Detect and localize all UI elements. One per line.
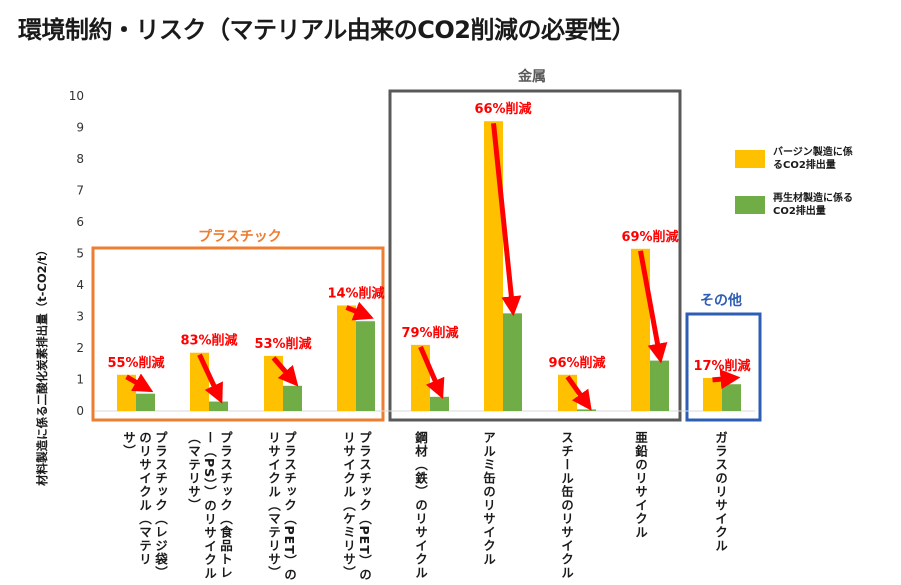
category-label: プラスチック（PET）のリサイクル（ケミリサ） [341,431,372,582]
group-box-plastic [91,246,385,422]
legend: バージン製造に係るCO2排出量 再生材製造に係るCO2排出量 [735,146,853,238]
category-label: アルミ缶のリサイクル [481,431,496,566]
y-tick-label: 8 [76,152,84,166]
y-tick-label: 4 [76,278,84,292]
y-tick-label: 3 [76,310,84,324]
category-label: ガラスのリサイクル [713,431,728,553]
reduction-arrow [197,353,223,404]
bar-recycled [722,384,741,411]
reduction-label: 53%削減 [254,336,311,352]
reduction-arrow [565,375,592,411]
legend-label-virgin: バージン製造に係るCO2排出量 [773,147,853,171]
reduction-label: 17%削減 [693,358,750,374]
reduction-arrow [418,345,445,400]
group-label-metal: 金属 [518,69,546,85]
legend-swatch-virgin [735,150,765,168]
reduction-label: 79%削減 [401,325,458,341]
y-tick-label: 2 [76,341,84,355]
reduction-arrow [638,250,668,364]
bar-recycled [283,385,302,411]
y-tick-label: 7 [76,184,84,198]
bar-recycled [430,396,449,411]
bar-recycled [503,313,522,411]
reduction-arrow [345,301,374,321]
bar-virgin [703,377,722,411]
y-tick-label: 10 [69,89,84,103]
group-box-other [685,312,762,422]
y-axis-label: 材料製造に係る二酸化炭素排出量（t-CO2/t） [35,244,49,486]
reduction-arrow [271,356,299,387]
legend-item-recycled: 再生材製造に係るCO2排出量 [735,192,853,218]
reduction-label: 66%削減 [474,101,531,117]
category-label: スチール缶のリサイクル [559,431,574,580]
y-tick-label: 9 [76,121,84,135]
bar-virgin [631,248,650,411]
category-label: 鋼材（鉄）のリサイクル [413,431,428,580]
y-tick-label: 0 [76,404,84,418]
category-label: プラスチック（PET）のリサイクル（マテリサ） [266,431,297,582]
bar-recycled [209,401,228,411]
legend-label-recycled: 再生材製造に係るCO2排出量 [773,193,853,217]
bar-virgin [337,305,356,411]
group-label-plastic: プラスチック [198,229,282,245]
reduction-label: 55%削減 [107,355,164,371]
bar-recycled [356,321,375,411]
category-label: プラスチック（レジ袋）のリサイクル（マテリサ） [121,431,168,580]
bar-recycled [136,393,155,411]
bar-recycled [650,360,669,411]
y-tick-label: 5 [76,247,84,261]
y-tick-label: 6 [76,215,84,229]
legend-swatch-recycled [735,196,765,214]
category-label: プラスチック（食品トレー（PS））のリサイクル（マテリサ） [186,431,233,580]
group-box-metal [388,89,682,422]
reduction-label: 96%削減 [548,355,605,371]
legend-item-virgin: バージン製造に係るCO2排出量 [735,146,853,172]
reduction-arrow [712,369,741,390]
reduction-label: 69%削減 [621,229,678,245]
bar-virgin [190,352,209,411]
reduction-arrow [125,373,154,393]
group-label-other: その他 [700,293,742,309]
reduction-arrow [491,122,522,317]
reduction-label: 14%削減 [327,285,384,301]
bar-virgin [411,344,430,411]
reduction-label: 83%削減 [180,333,237,349]
category-label: 亜鉛のリサイクル [633,431,648,539]
bar-virgin [484,121,503,411]
page-title: 環境制約・リスク（マテリアル由来のCO2削減の必要性） [18,16,635,44]
bar-recycled [577,409,596,411]
y-tick-label: 1 [76,373,84,387]
